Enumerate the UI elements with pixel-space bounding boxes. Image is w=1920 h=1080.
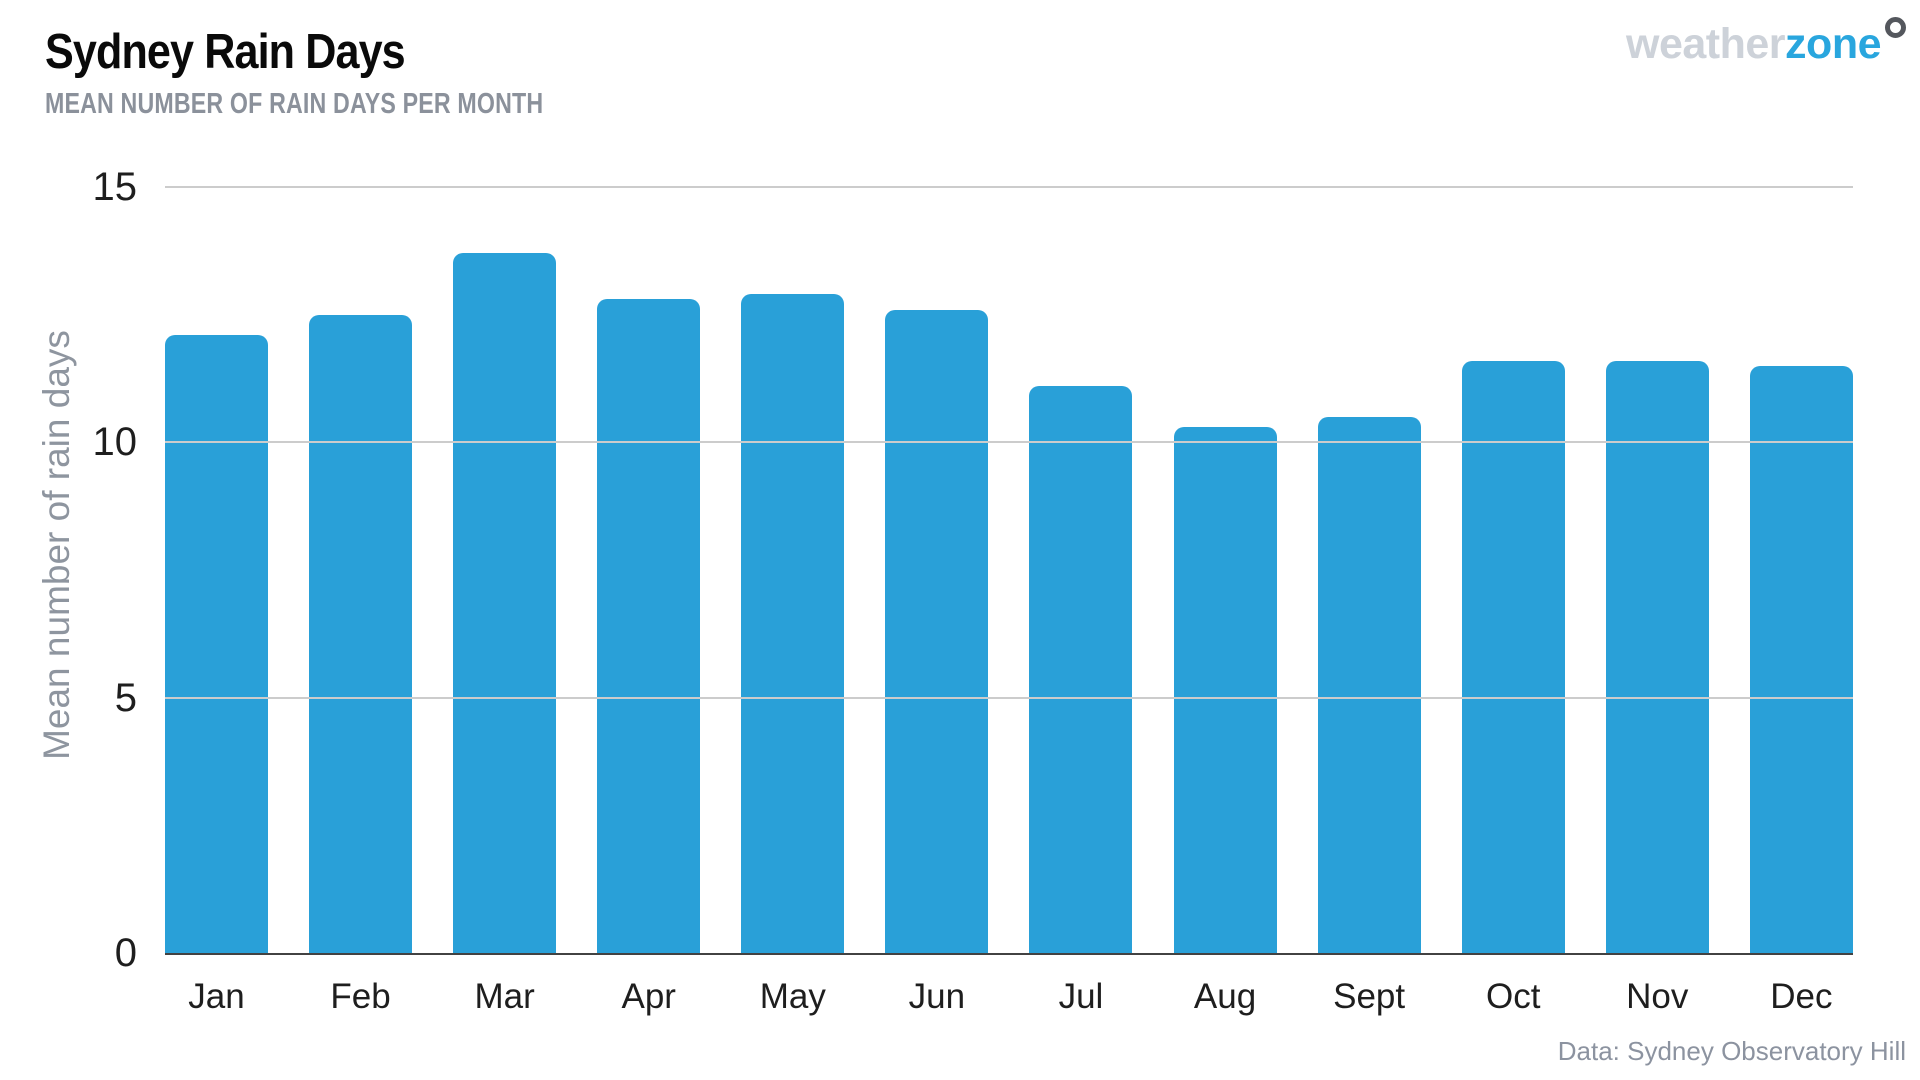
- x-tick-label-dec: Dec: [1770, 977, 1833, 1016]
- x-tick-label-jun: Jun: [908, 977, 966, 1016]
- gridline-10: [165, 441, 1853, 444]
- x-tick-label-jan: Jan: [188, 977, 245, 1016]
- bar-aug: [1173, 427, 1277, 953]
- x-tick-label-mar: Mar: [474, 977, 535, 1016]
- bar-column-dec: Dec: [1749, 187, 1853, 1016]
- y-tick-label-15: 15: [92, 165, 138, 209]
- bar-jul: [1029, 386, 1133, 953]
- bar-column-mar: Mar: [453, 187, 557, 1016]
- y-axis-title: Mean number of rain days: [36, 330, 77, 760]
- bar-dec: [1749, 365, 1853, 953]
- bar-column-jun: Jun: [885, 187, 989, 1016]
- bar-apr: [597, 299, 701, 953]
- bars: Jan Feb Mar Apr May Jun Jul Aug Sept Oct Nov Dec: [165, 187, 1853, 1016]
- bar-nov: [1605, 360, 1709, 953]
- data-source: Data: Sydney Observatory Hill: [1557, 1036, 1906, 1066]
- logo-weather-text: weather: [1626, 20, 1786, 68]
- x-tick-label-apr: Apr: [621, 977, 676, 1016]
- bar-jun: [885, 309, 989, 953]
- bar-column-apr: Apr: [597, 187, 701, 1016]
- bar-jan: [165, 335, 268, 953]
- bar-column-nov: Nov: [1605, 187, 1709, 1016]
- y-tick-label-0: 0: [114, 931, 137, 975]
- x-tick-label-may: May: [759, 977, 826, 1016]
- plot-area: Jan Feb Mar Apr May Jun Jul Aug Sept Oct Nov Dec 0 5…: [93, 167, 1853, 1016]
- gridline-15: [165, 186, 1853, 188]
- x-tick-label-oct: Oct: [1485, 977, 1541, 1016]
- x-tick-label-aug: Aug: [1193, 977, 1257, 1016]
- bar-may: [741, 294, 845, 953]
- y-tick-label-5: 5: [114, 675, 137, 720]
- logo-degree-icon: [1885, 17, 1906, 38]
- logo-zone-text: zone: [1785, 20, 1881, 68]
- x-tick-label-sept: Sept: [1333, 977, 1406, 1016]
- bar-column-feb: Feb: [309, 187, 413, 1016]
- bar-column-oct: Oct: [1461, 187, 1565, 1016]
- bar-oct: [1461, 360, 1565, 953]
- bar-column-may: May: [741, 187, 845, 1016]
- bar-column-jan: Jan: [165, 187, 268, 1016]
- bar-column-aug: Aug: [1173, 187, 1277, 1016]
- bar-column-jul: Jul: [1029, 187, 1133, 1016]
- weatherzone-logo: weatherzone: [1626, 17, 1906, 69]
- bar-feb: [309, 314, 413, 953]
- page-subtitle: MEAN NUMBER OF RAIN DAYS PER MONTH: [45, 88, 544, 120]
- bar-mar: [453, 253, 557, 953]
- gridline-5: [165, 696, 1853, 699]
- bar-sept: [1317, 416, 1421, 953]
- x-tick-label-nov: Nov: [1626, 977, 1689, 1016]
- y-tick-label-10: 10: [92, 420, 138, 465]
- bar-column-sept: Sept: [1317, 187, 1421, 1016]
- x-tick-label-jul: Jul: [1058, 977, 1104, 1016]
- x-tick-label-feb: Feb: [330, 977, 391, 1016]
- page-title: Sydney Rain Days: [45, 25, 406, 79]
